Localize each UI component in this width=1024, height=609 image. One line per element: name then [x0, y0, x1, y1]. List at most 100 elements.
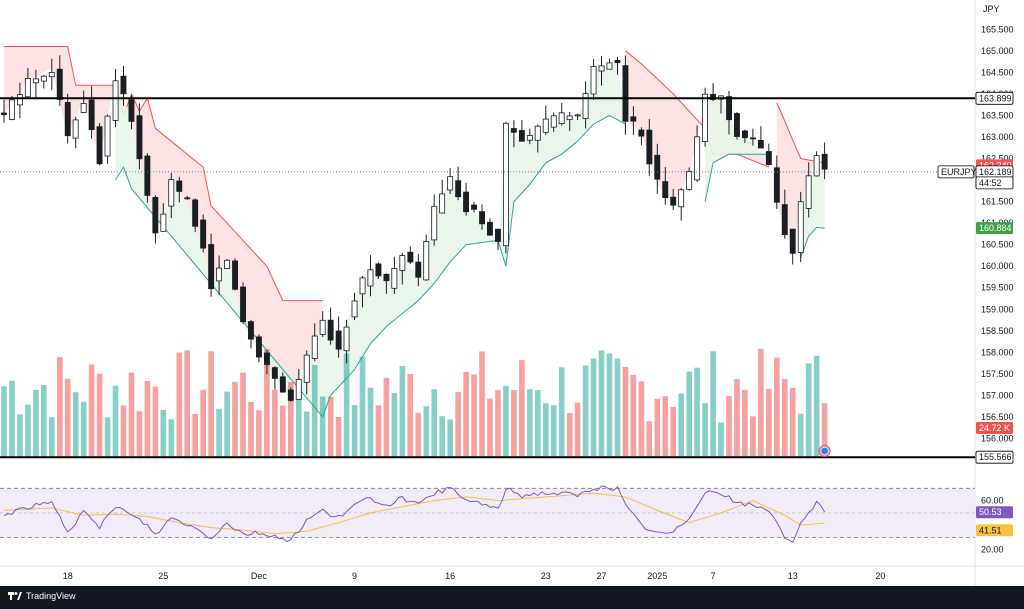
candle-down — [287, 389, 294, 401]
price-tick-label: 158.000 — [981, 347, 1014, 357]
volume-bar — [256, 410, 262, 458]
date-tick-label: 25 — [158, 571, 168, 581]
volume-bar — [160, 409, 167, 458]
candle-down — [208, 244, 215, 290]
date-tick-label: 27 — [596, 571, 606, 581]
candle-up — [606, 62, 613, 70]
volume-bar — [503, 385, 509, 458]
date-tick-label: 13 — [788, 571, 798, 581]
symbol-badge: EURJPY — [941, 167, 977, 177]
candle-up — [566, 115, 573, 121]
volume-badge: 24.72 K — [979, 423, 1010, 433]
rsi-ma-badge-bg — [976, 524, 1013, 537]
supertrend-upper-badge: 162.340 — [979, 160, 1012, 170]
candle-down — [654, 154, 661, 180]
horizontal-levels[interactable] — [0, 97, 975, 459]
volume-bar — [232, 381, 238, 458]
candle-down — [200, 219, 207, 249]
volume-bar — [638, 381, 645, 458]
candle-up — [104, 115, 111, 157]
candle-up — [224, 259, 230, 269]
candle-up — [686, 170, 693, 190]
candle-up — [702, 93, 708, 142]
candle-up — [590, 66, 597, 95]
date-tick-label: 2025 — [647, 571, 667, 581]
candle-up — [80, 103, 87, 113]
volume-bar — [479, 351, 485, 458]
volume-bar — [805, 363, 812, 458]
date-tick-label: 16 — [445, 571, 455, 581]
price-tick-label: 156.000 — [981, 434, 1014, 444]
candle-up — [391, 268, 398, 289]
candle-down — [757, 139, 764, 149]
volume-bar — [782, 378, 788, 458]
volume-bar — [41, 385, 47, 458]
chart[interactable]: 165.500165.000164.500164.000163.500163.0… — [0, 0, 1024, 586]
last-price-badge: 162.189 — [979, 167, 1012, 177]
candle-up — [32, 78, 39, 84]
volume-bar — [415, 412, 422, 458]
volume-bar — [216, 408, 222, 458]
candle-down — [662, 181, 669, 199]
volume-bar — [311, 365, 318, 458]
volume-bar — [558, 367, 565, 458]
brand-logo[interactable]: TradingView — [8, 591, 76, 601]
level-badge-top-bg — [975, 91, 1014, 105]
candle-up — [582, 93, 589, 119]
price-tick-label: 160.500 — [981, 240, 1014, 250]
candle-down — [734, 113, 740, 137]
price-tick-label: 161.500 — [981, 197, 1014, 207]
volume-bar — [654, 398, 661, 458]
candle-down — [120, 75, 127, 95]
volume-bar — [303, 411, 310, 458]
candles-layer — [0, 55, 828, 402]
volume-bar — [1, 386, 7, 458]
volume-bar — [710, 351, 716, 458]
candle-down — [407, 251, 414, 263]
volume-bar — [543, 403, 549, 458]
supertrend-bull-line — [115, 114, 626, 418]
axis-badges: 163.899 155.566 162.340 160.884 162.18944:52… — [937, 91, 1014, 537]
volume-bar — [264, 349, 270, 458]
date-tick-label: 23 — [541, 571, 551, 581]
date-tick-label: 20 — [875, 571, 885, 581]
volume-bar — [519, 360, 525, 458]
volume-bar — [72, 392, 79, 458]
volume-bar — [248, 401, 254, 458]
volume-bar — [471, 374, 477, 458]
volume-bar — [240, 372, 246, 458]
candle-down — [773, 167, 780, 203]
volume-bar — [766, 388, 772, 458]
supertrend-bull-2-fill — [705, 98, 769, 202]
candle-down — [726, 96, 732, 121]
candle-down — [335, 330, 342, 350]
rsi-value-badge: 50.53 — [979, 507, 1002, 517]
candle-down — [471, 204, 477, 210]
candle-down — [232, 260, 238, 290]
candle-down — [88, 99, 95, 131]
volume-bar — [447, 419, 453, 458]
candle-down — [128, 99, 135, 122]
candle-down — [510, 128, 517, 133]
volume-bar — [662, 396, 669, 458]
price-tick-label: 164.500 — [981, 67, 1014, 77]
volume-bar — [152, 386, 159, 458]
level-badge-bottom-bg — [975, 450, 1014, 464]
candle-down — [494, 228, 501, 242]
candle-up — [311, 335, 318, 359]
candle-up — [24, 78, 31, 98]
date-tick-label: 7 — [711, 571, 716, 581]
candle-up — [72, 119, 79, 139]
supertrend-bear-3-fill — [776, 102, 825, 249]
candle-down — [327, 319, 334, 341]
candle-down — [192, 199, 199, 227]
volume-bar — [296, 398, 302, 458]
candle-down — [176, 180, 183, 192]
supertrend-bear-2-line — [625, 50, 769, 168]
candle-down — [638, 129, 645, 137]
volume-bar — [120, 405, 127, 458]
candle-up — [112, 80, 119, 121]
candle-up — [168, 179, 175, 207]
candle-up — [502, 122, 509, 247]
volume-bar — [192, 413, 198, 458]
